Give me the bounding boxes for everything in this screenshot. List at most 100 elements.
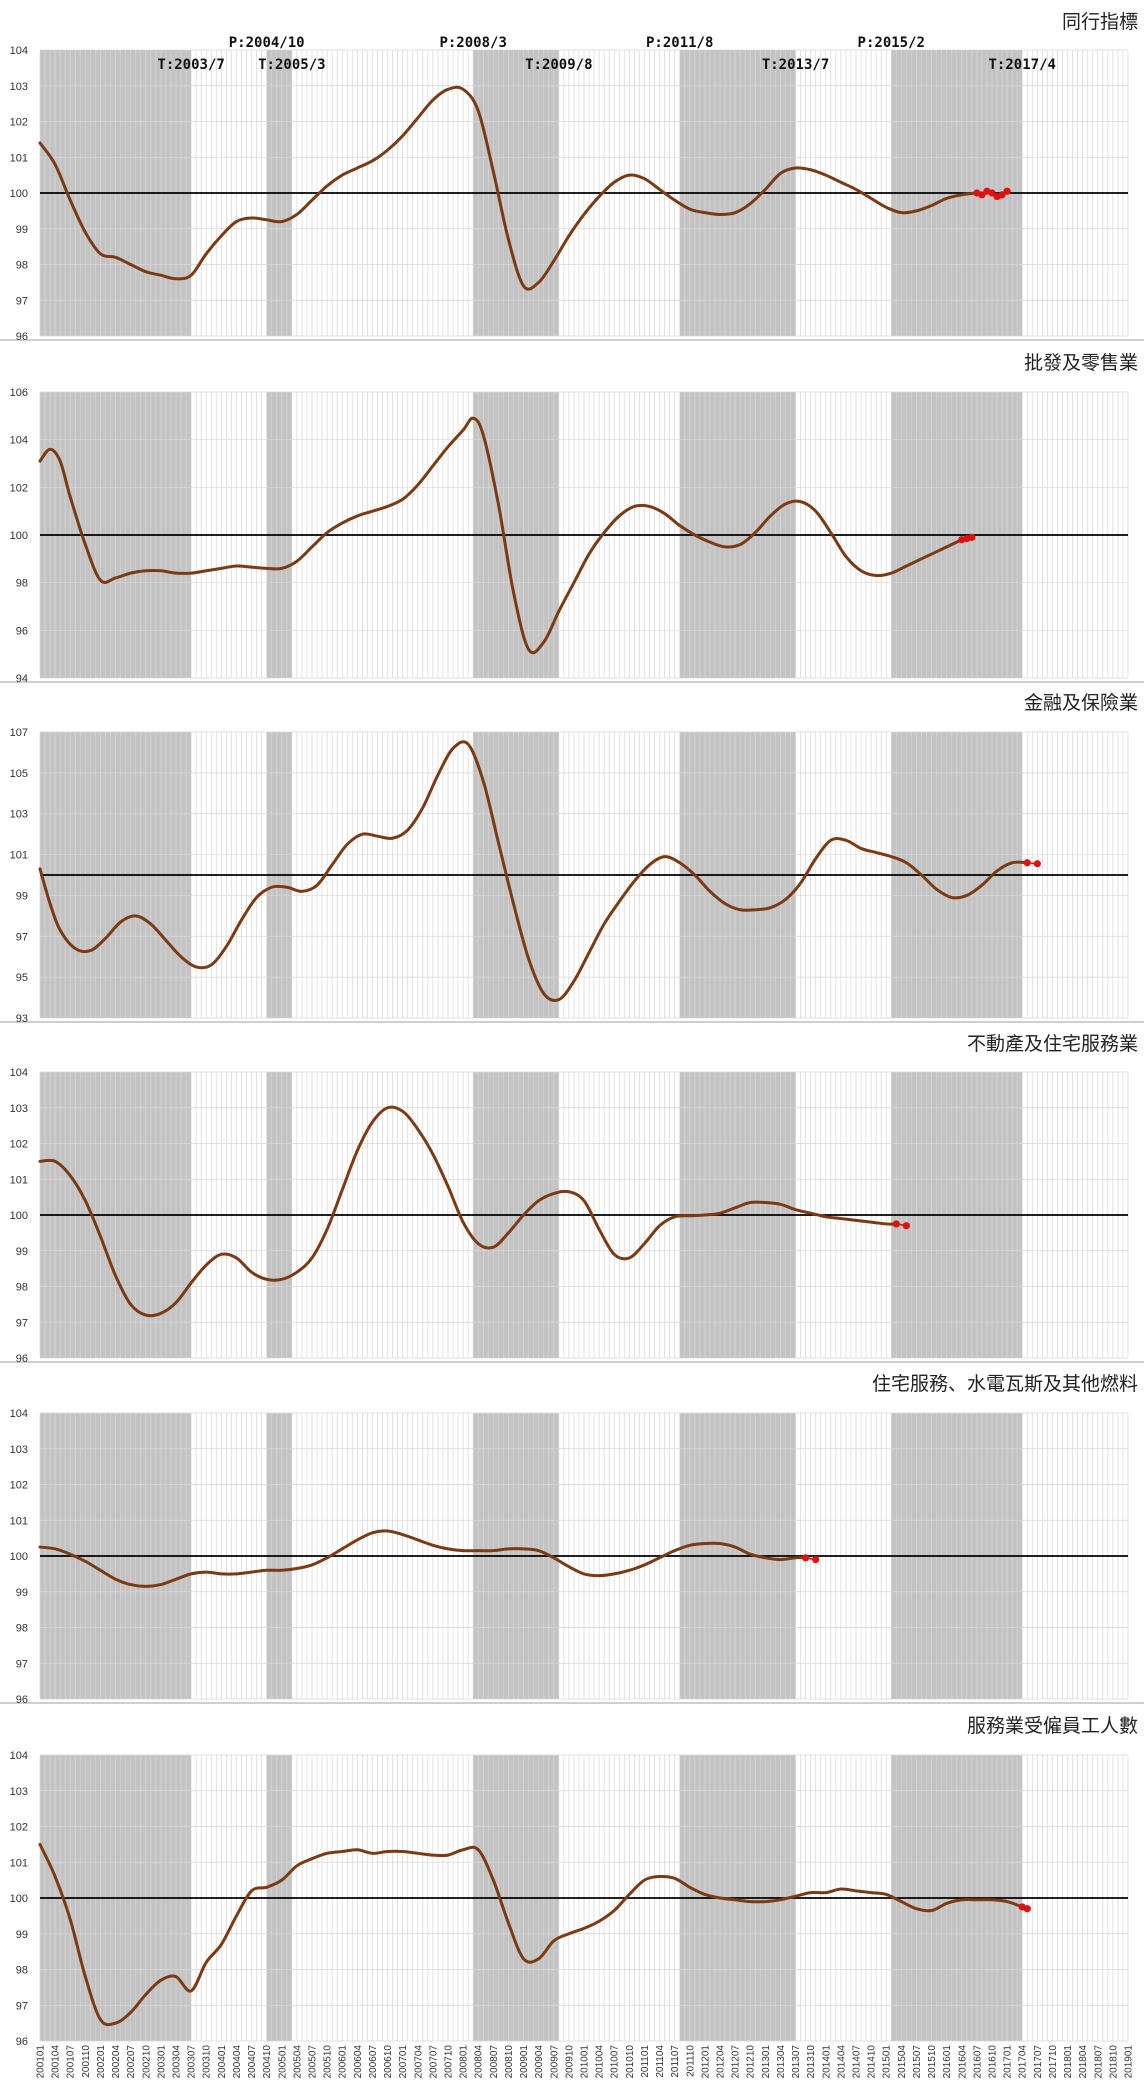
turning-point-label: P:2008/3 [439, 35, 506, 51]
x-tick-label: 200704 [413, 2045, 424, 2079]
y-tick-label: 106 [10, 387, 28, 399]
chart-panel: 96 97 98 99 100 101 102 103 104 [10, 1067, 1129, 1365]
chart-panel: 96 97 98 99 100 101 102 103 104 [10, 45, 1129, 343]
y-tick-label: 99 [16, 1246, 28, 1258]
y-tick-label: 100 [10, 188, 28, 200]
y-tick-label: 97 [16, 1317, 28, 1329]
forecast-point [988, 189, 996, 197]
turning-point-label: P:2011/8 [646, 35, 713, 51]
y-tick-label: 94 [16, 673, 28, 685]
y-tick-label: 104 [10, 435, 28, 447]
x-tick-label: 201804 [1078, 2045, 1089, 2079]
chart-panel: 96 97 98 99 100 101 102 103 104 [10, 1408, 1129, 1706]
chart-panel: 93 95 97 99 101 103 105 107 [10, 727, 1129, 1025]
y-tick-label: 104 [10, 1750, 28, 1762]
y-tick-label: 101 [10, 1515, 28, 1527]
x-tick-label: 201504 [897, 2045, 908, 2079]
forecast-point [998, 191, 1006, 199]
y-tick-label: 102 [10, 117, 28, 129]
x-tick-label: 200204 [111, 2045, 122, 2079]
x-tick-label: 200807 [489, 2045, 500, 2079]
x-tick-label: 201501 [882, 2045, 893, 2079]
y-tick-label: 101 [10, 152, 28, 164]
x-tick-label: 201110 [685, 2045, 696, 2077]
x-tick-label: 201101 [640, 2045, 651, 2078]
panel-title: 批發及零售業 [1024, 352, 1138, 374]
x-tick-label: 200104 [51, 2045, 62, 2079]
turning-point-label: T:2009/8 [525, 57, 592, 73]
y-tick-label: 105 [10, 768, 28, 780]
x-tick-label: 201607 [972, 2045, 983, 2079]
x-tick-label: 200307 [187, 2045, 198, 2079]
x-tick-label: 201001 [580, 2045, 591, 2079]
x-tick-label: 200901 [519, 2045, 530, 2079]
y-tick-label: 100 [10, 530, 28, 542]
x-tick-label: 200407 [247, 2045, 258, 2079]
x-tick-label: 201604 [957, 2045, 968, 2079]
x-tick-label: 200504 [292, 2045, 303, 2079]
x-tick-label: 201407 [852, 2045, 863, 2079]
forecast-point [1023, 859, 1031, 867]
x-tick-label: 200210 [141, 2045, 152, 2079]
turning-point-label: P:2004/10 [229, 35, 305, 51]
y-tick-label: 98 [16, 260, 28, 272]
x-tick-label: 200404 [232, 2045, 243, 2079]
x-tick-label: 201104 [655, 2045, 666, 2078]
panel-title: 不動產及住宅服務業 [967, 1033, 1138, 1055]
chart-panel: 96 97 98 99 100 101 102 103 104 [10, 1750, 1129, 2048]
y-tick-label: 97 [16, 295, 28, 307]
x-tick-label: 200701 [398, 2045, 409, 2079]
x-tick-label: 201810 [1108, 2045, 1119, 2079]
y-tick-label: 101 [10, 850, 28, 862]
y-tick-label: 97 [16, 2000, 28, 2012]
x-tick-label: 201007 [610, 2045, 621, 2079]
x-tick-label: 200801 [459, 2045, 470, 2079]
x-tick-label: 200607 [368, 2045, 379, 2079]
x-tick-label: 201010 [625, 2045, 636, 2079]
x-tick-label: 200410 [262, 2045, 273, 2079]
y-tick-label: 96 [16, 331, 28, 343]
x-tick-label: 200101 [36, 2045, 47, 2079]
y-tick-label: 104 [10, 1067, 28, 1079]
forecast-point [892, 1220, 900, 1228]
y-tick-label: 100 [10, 1893, 28, 1905]
x-tick-label: 201701 [1003, 2045, 1014, 2079]
series-line [38, 1529, 808, 1588]
x-tick-label: 201801 [1063, 2045, 1074, 2079]
y-tick-label: 98 [16, 1623, 28, 1635]
x-tick-label: 201301 [761, 2045, 772, 2079]
x-tick-label: 201201 [700, 2045, 711, 2079]
x-tick-label: 200604 [353, 2045, 364, 2079]
y-tick-label: 104 [10, 45, 28, 57]
x-tick-label: 200910 [564, 2045, 575, 2079]
x-tick-label: 200601 [338, 2045, 349, 2079]
y-tick-label: 100 [10, 1210, 28, 1222]
y-tick-label: 95 [16, 972, 28, 984]
forecast-point [812, 1555, 820, 1564]
x-tick-label: 200201 [96, 2045, 107, 2079]
y-tick-label: 96 [16, 2036, 28, 2048]
y-tick-label: 98 [16, 1282, 28, 1294]
x-tick-label: 201710 [1048, 2045, 1059, 2079]
y-tick-label: 99 [16, 1929, 28, 1941]
y-tick-label: 103 [10, 809, 28, 821]
series-line [38, 1105, 898, 1318]
forecast-point [978, 191, 986, 199]
panel-title: 住宅服務、水電瓦斯及其他燃料 [872, 1373, 1138, 1395]
x-tick-label: 201410 [867, 2045, 878, 2079]
x-tick-label: 200501 [277, 2045, 288, 2079]
x-tick-label: 201004 [595, 2045, 606, 2079]
x-tick-label: 200707 [428, 2045, 439, 2079]
x-tick-label: 201304 [776, 2045, 787, 2079]
y-tick-label: 103 [10, 1103, 28, 1115]
x-tick-label: 201901 [1124, 2045, 1135, 2079]
x-tick-label: 201610 [988, 2045, 999, 2079]
x-tick-label: 200110 [81, 2045, 92, 2078]
x-tick-label: 201310 [806, 2045, 817, 2079]
y-tick-label: 104 [10, 1408, 28, 1420]
x-tick-label: 200710 [444, 2045, 455, 2079]
forecast-point [1033, 860, 1041, 868]
x-tick-label: 201207 [731, 2045, 742, 2079]
x-tick-label: 201307 [791, 2045, 802, 2079]
